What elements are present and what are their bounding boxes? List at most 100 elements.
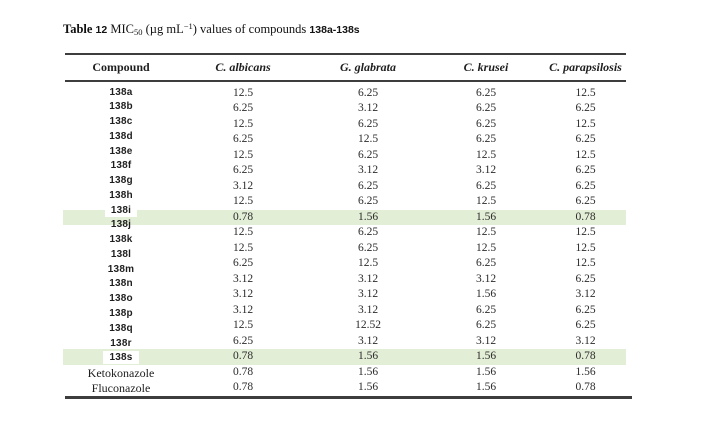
mic-value: 12.5 <box>575 241 596 254</box>
compound-label: 138s <box>65 351 177 366</box>
mic-value: 6.25 <box>475 257 497 269</box>
mic-value: 0.78 <box>575 210 596 223</box>
mic-value: 3.12 <box>357 288 379 300</box>
mic-value: 12.5 <box>357 133 379 145</box>
mic-value: 3.12 <box>575 334 596 347</box>
mic-value: 6.25 <box>232 102 254 114</box>
mic-value: 6.25 <box>232 133 254 145</box>
caption-mic-subscript: 50 <box>133 27 143 37</box>
mic-value: 12.5 <box>475 148 497 161</box>
caption-table-number: 12 <box>95 24 108 36</box>
mic-value: 6.25 <box>232 257 254 269</box>
mic-value: 6.25 <box>357 179 379 192</box>
mic-value: 6.25 <box>575 102 596 114</box>
mic-value: 12.5 <box>357 257 379 269</box>
table-body: 138a 138b 138c 138d 138e 138f 138g 138h 138i 138j… <box>63 82 626 397</box>
mic-value: 12.5 <box>475 195 497 207</box>
mic-value: 1.56 <box>475 350 497 362</box>
compound-label: 138n <box>109 278 133 290</box>
compound-label: 138k <box>109 234 133 246</box>
mic-value: 1.56 <box>475 381 497 393</box>
mic-value: 3.12 <box>357 334 379 347</box>
mic-value: 12.5 <box>232 226 254 238</box>
compound-label: 138o <box>109 293 133 305</box>
header-g-glabrata: G. glabrata <box>339 60 396 74</box>
mic-value: 1.56 <box>357 350 379 362</box>
header-c-parapsilosis: C. parapsilosis <box>549 60 622 74</box>
mic-value: 6.25 <box>575 195 596 207</box>
mic-value: 1.56 <box>357 365 379 378</box>
mic-value: 6.25 <box>357 226 379 238</box>
table-rows-layer: 138a 138b 138c 138d 138e 138f 138g 138h 138i 138j… <box>63 86 626 397</box>
top-rule <box>65 53 626 55</box>
mic-value: 6.25 <box>475 179 497 192</box>
compound-label: 138g <box>109 175 133 187</box>
mic-value: 6.25 <box>475 102 497 114</box>
compound-column: 138a 138b 138c 138d 138e 138f 138g 138h 138i 138j… <box>65 86 177 396</box>
mic-value: 6.25 <box>357 241 379 254</box>
table-caption: Table 12 MIC50 (µg mL−1) values of compo… <box>63 21 360 37</box>
mic-value: 12.5 <box>232 148 254 161</box>
compound-label: 138q <box>109 322 133 334</box>
mic-value: 3.12 <box>357 303 379 316</box>
mic-value: 1.56 <box>475 365 497 378</box>
mic-value: 6.25 <box>475 117 497 130</box>
caption-units-superscript: −1 <box>183 21 193 31</box>
highlight-band <box>63 349 626 365</box>
table-header-row: Compound C. albicans G. glabrata C. krus… <box>65 55 626 80</box>
mic-value: 0.78 <box>232 210 254 223</box>
compound-label: 138d <box>109 130 133 142</box>
mic-value: 1.56 <box>475 288 497 300</box>
mic-value: 6.25 <box>232 334 254 347</box>
mic-value: 12.5 <box>232 319 254 331</box>
mic-value: 0.78 <box>232 350 254 362</box>
caption-mic: MIC <box>110 22 134 36</box>
mic-value: 12.5 <box>232 117 254 130</box>
caption-units-close: ) values of compounds <box>192 22 307 36</box>
mic-value: 6.25 <box>575 164 596 176</box>
compound-label: 138r <box>110 337 132 349</box>
compound-label-chip: 138s <box>103 351 139 365</box>
header-compound: Compound <box>92 60 150 74</box>
mic-value: 12.5 <box>575 257 596 269</box>
mic-value: 3.12 <box>357 102 379 114</box>
mic-value: 1.56 <box>575 365 596 378</box>
compound-label-chip: 138i <box>104 203 138 217</box>
mic-value: 6.25 <box>575 272 596 285</box>
mic-value: 3.12 <box>475 272 497 285</box>
mic-value: 3.12 <box>232 288 254 300</box>
mic-value: 3.12 <box>575 288 596 300</box>
header-c-albicans: C. albicans <box>215 60 271 74</box>
caption-compound-range: 138a-138s <box>309 24 360 36</box>
mic-value: 12.5 <box>575 148 596 161</box>
compound-label: 138p <box>109 307 133 319</box>
mic-value: 6.25 <box>357 117 379 130</box>
mic-value: 12.5 <box>232 195 254 207</box>
compound-label: 138e <box>109 145 133 157</box>
mic-value: 0.78 <box>232 381 254 393</box>
mic-value: 6.25 <box>475 133 497 145</box>
mic-value: 3.12 <box>357 164 379 176</box>
compound-label: 138i <box>65 203 177 219</box>
mic-value: 6.25 <box>357 86 379 99</box>
mic-value: 3.12 <box>232 303 254 316</box>
mic-value: 3.12 <box>232 179 254 192</box>
mic-value: 12.52 <box>355 319 381 331</box>
mic-value: 0.78 <box>575 381 596 393</box>
mic-value: 1.56 <box>357 210 379 223</box>
mic-value: 6.25 <box>232 164 254 176</box>
mic-value: 6.25 <box>575 179 596 192</box>
compound-label: Fluconazole <box>91 380 151 395</box>
mic-value: 6.25 <box>357 195 379 207</box>
compound-label: 138a <box>109 86 133 98</box>
mic-value: 1.56 <box>357 381 379 393</box>
mic-value: 6.25 <box>575 133 596 145</box>
compound-label: 138b <box>109 101 133 113</box>
bottom-rule <box>65 396 632 399</box>
mic-value: 3.12 <box>475 164 497 176</box>
mic-value: 12.5 <box>475 241 497 254</box>
value-column-3: 12.5 6.25 12.5 6.25 12.5 6.25 6.25 6.25 0.78 12.5… <box>545 86 626 396</box>
mic-value: 3.12 <box>357 272 379 285</box>
compound-label: Ketokonazole <box>87 366 155 381</box>
